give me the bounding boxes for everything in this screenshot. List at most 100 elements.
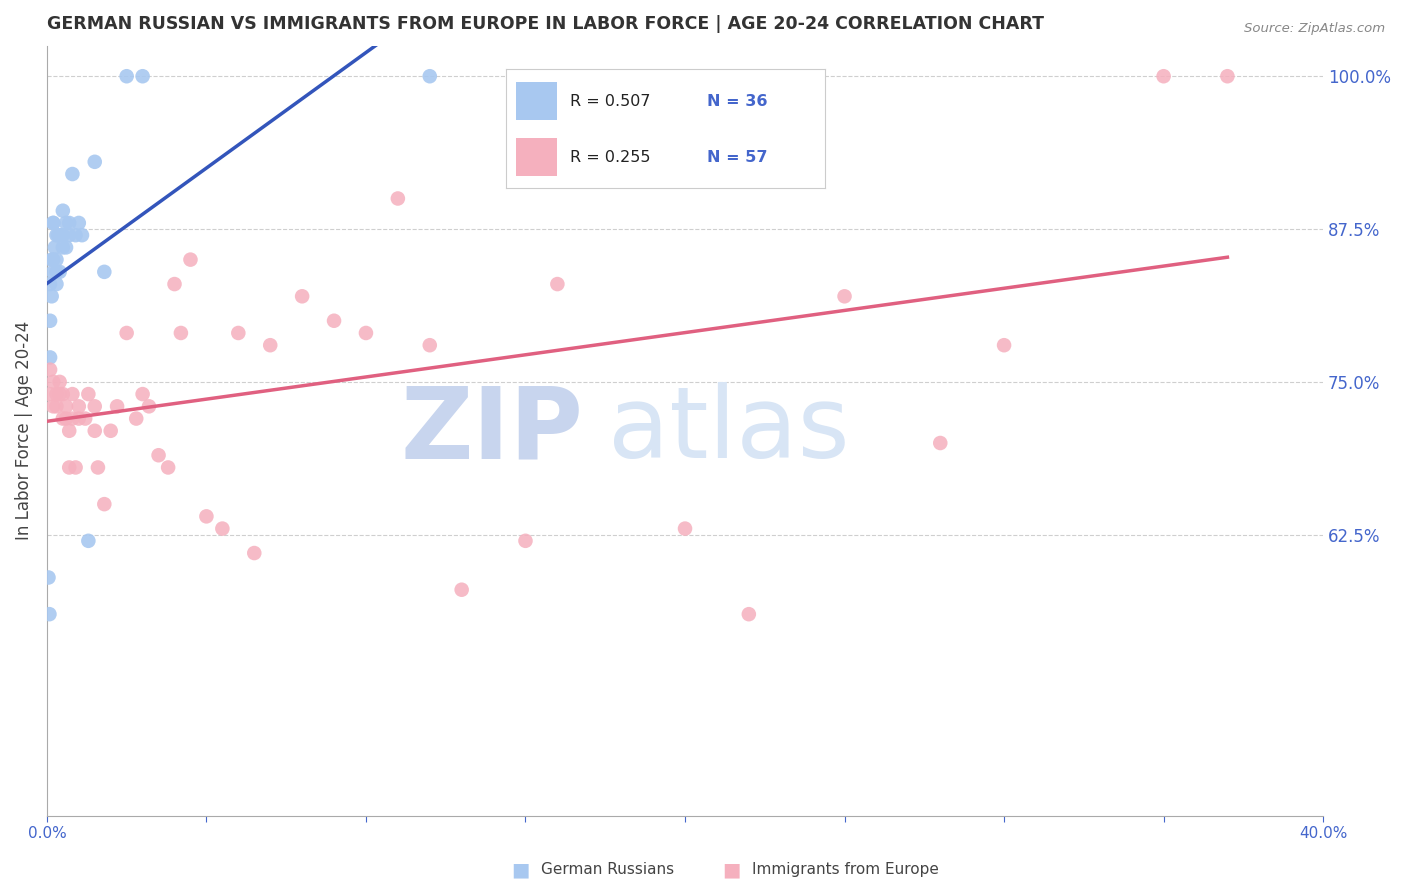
Point	[228, 326, 250, 340]
Point	[70, 228, 93, 243]
Point	[52, 203, 75, 218]
Point	[93, 265, 115, 279]
Point	[450, 582, 472, 597]
Point	[39, 351, 62, 365]
Point	[738, 607, 761, 622]
Point	[83, 400, 105, 414]
Point	[45, 277, 67, 291]
Point	[83, 424, 105, 438]
Point	[929, 436, 952, 450]
Point	[77, 533, 100, 548]
Point	[55, 400, 77, 414]
Point	[419, 338, 441, 352]
Point	[55, 411, 77, 425]
Point	[211, 522, 233, 536]
Point	[67, 411, 90, 425]
Point	[38, 607, 60, 622]
Point	[58, 424, 80, 438]
Point	[45, 252, 67, 267]
Point	[45, 387, 67, 401]
Point	[41, 289, 63, 303]
Point	[131, 69, 153, 83]
Text: GERMAN RUSSIAN VS IMMIGRANTS FROM EUROPE IN LABOR FORCE | AGE 20-24 CORRELATION : GERMAN RUSSIAN VS IMMIGRANTS FROM EUROPE…	[46, 15, 1043, 33]
Text: German Russians: German Russians	[541, 863, 675, 877]
Point	[546, 277, 568, 291]
Point	[42, 375, 65, 389]
Point	[58, 228, 80, 243]
Point	[42, 252, 65, 267]
Point	[993, 338, 1015, 352]
Point	[52, 240, 75, 254]
Point	[42, 216, 65, 230]
Point	[179, 252, 201, 267]
Point	[100, 424, 122, 438]
Text: ■: ■	[510, 860, 530, 880]
Y-axis label: In Labor Force | Age 20-24: In Labor Force | Age 20-24	[15, 321, 32, 541]
Point	[42, 216, 65, 230]
Point	[419, 69, 441, 83]
Point	[46, 228, 69, 243]
Point	[55, 240, 77, 254]
Point	[87, 460, 110, 475]
Point	[1153, 69, 1175, 83]
Point	[67, 400, 90, 414]
Point	[42, 400, 65, 414]
Point	[243, 546, 266, 560]
Point	[131, 387, 153, 401]
Point	[48, 387, 70, 401]
Point	[65, 228, 87, 243]
Point	[125, 411, 148, 425]
Text: Source: ZipAtlas.com: Source: ZipAtlas.com	[1244, 22, 1385, 36]
Point	[195, 509, 218, 524]
Text: ZIP: ZIP	[401, 383, 583, 479]
Point	[48, 228, 70, 243]
Point	[65, 460, 87, 475]
Point	[834, 289, 856, 303]
Point	[170, 326, 193, 340]
Point	[515, 533, 537, 548]
Point	[115, 326, 138, 340]
Point	[39, 362, 62, 376]
Point	[55, 216, 77, 230]
Point	[93, 497, 115, 511]
Point	[259, 338, 281, 352]
Point	[75, 411, 97, 425]
Point	[354, 326, 377, 340]
Point	[148, 448, 170, 462]
Point	[52, 228, 75, 243]
Point	[163, 277, 186, 291]
Point	[115, 69, 138, 83]
Point	[48, 375, 70, 389]
Point	[291, 289, 314, 303]
Point	[45, 265, 67, 279]
Point	[52, 411, 75, 425]
Point	[41, 252, 63, 267]
Point	[1216, 69, 1239, 83]
Point	[39, 387, 62, 401]
Point	[83, 154, 105, 169]
Text: ■: ■	[721, 860, 741, 880]
Point	[67, 216, 90, 230]
Point	[673, 522, 696, 536]
Point	[44, 240, 66, 254]
Text: atlas: atlas	[609, 383, 851, 479]
Point	[39, 314, 62, 328]
Point	[138, 400, 160, 414]
Point	[387, 192, 409, 206]
Point	[48, 265, 70, 279]
Point	[62, 167, 84, 181]
Point	[37, 570, 59, 584]
Point	[610, 118, 633, 132]
Point	[62, 387, 84, 401]
Point	[77, 387, 100, 401]
Point	[157, 460, 180, 475]
Point	[58, 216, 80, 230]
Point	[323, 314, 346, 328]
Point	[105, 400, 128, 414]
Point	[45, 228, 67, 243]
Point	[39, 277, 62, 291]
Point	[52, 387, 75, 401]
Point	[45, 400, 67, 414]
Point	[58, 460, 80, 475]
Point	[42, 265, 65, 279]
